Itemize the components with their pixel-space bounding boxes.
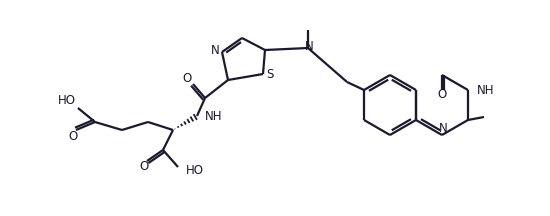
Text: HO: HO: [58, 95, 76, 108]
Text: O: O: [183, 73, 191, 86]
Text: N: N: [438, 122, 447, 135]
Text: S: S: [266, 67, 274, 81]
Text: N: N: [305, 41, 314, 54]
Text: NH: NH: [205, 111, 223, 124]
Text: O: O: [437, 89, 447, 102]
Text: NH: NH: [477, 84, 494, 97]
Text: HO: HO: [186, 165, 204, 178]
Text: O: O: [139, 160, 148, 173]
Text: O: O: [68, 130, 78, 143]
Text: N: N: [211, 44, 219, 57]
